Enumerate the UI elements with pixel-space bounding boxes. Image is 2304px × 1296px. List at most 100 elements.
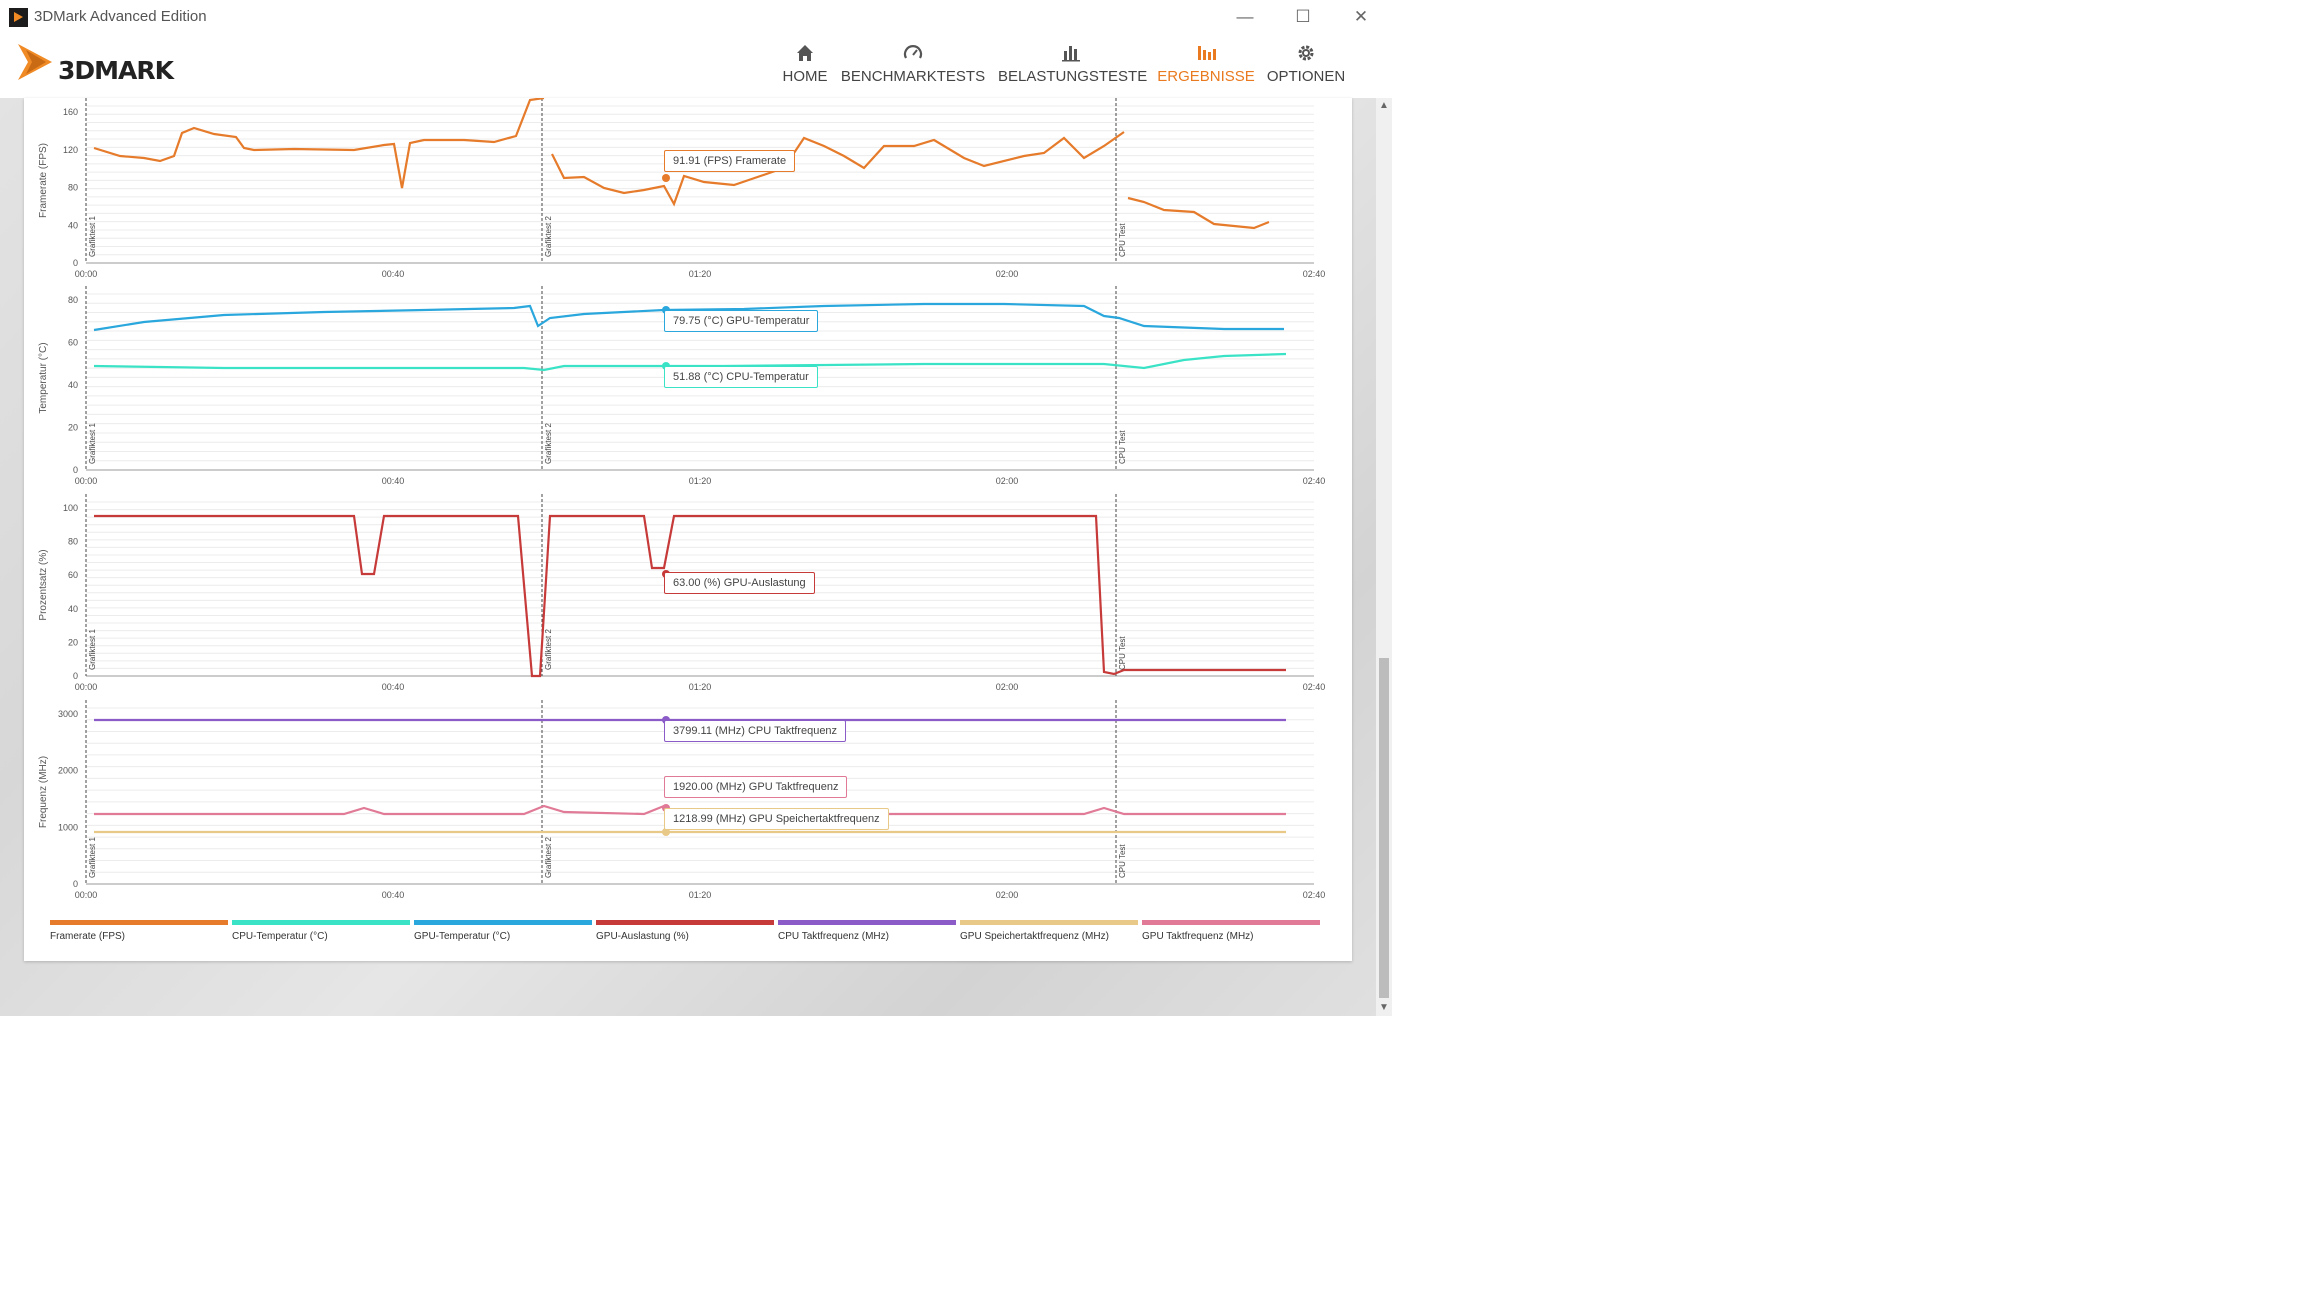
tooltip-cpu-temperature: 51.88 (°C) CPU-Temperatur xyxy=(664,366,818,388)
y-axis-label: Frequenz (MHz) xyxy=(38,756,49,828)
x-tick-label: 02:40 xyxy=(1303,890,1326,900)
legend-gpu-clock[interactable]: GPU Taktfrequenz (MHz) xyxy=(1142,920,1320,944)
series-gpu-load xyxy=(94,514,1286,678)
home-icon xyxy=(797,45,813,61)
y-tick-label: 40 xyxy=(68,380,78,390)
y-tick-label: 1000 xyxy=(58,822,78,832)
test-marker-label: Grafiktest 2 xyxy=(544,629,553,670)
x-tick-label: 00:00 xyxy=(75,476,98,486)
app-icon xyxy=(9,8,28,27)
y-tick-label: 60 xyxy=(68,338,78,348)
tooltip-gpu-temperature: 79.75 (°C) GPU-Temperatur xyxy=(664,310,819,332)
y-tick-label: 0 xyxy=(73,671,78,681)
y-tick-label: 20 xyxy=(68,637,78,647)
test-marker-label: CPU Test xyxy=(1118,844,1127,878)
y-tick-label: 120 xyxy=(63,145,78,155)
x-tick-label: 02:00 xyxy=(996,269,1019,279)
logo-text: 3DMARK xyxy=(58,56,174,85)
nav-ergebnisse[interactable]: ERGEBNISSE xyxy=(1156,40,1256,92)
series-framerate xyxy=(93,96,545,189)
y-tick-label: 20 xyxy=(68,423,78,433)
y-axis-label: Framerate (FPS) xyxy=(38,143,49,218)
nav-belastungsteste[interactable]: BELASTUNGSTESTE xyxy=(998,40,1148,92)
x-tick-label: 00:00 xyxy=(75,890,98,900)
y-axis-label: Prozentsatz (%) xyxy=(38,549,49,620)
y-tick-label: 2000 xyxy=(58,766,78,776)
x-tick-label: 00:40 xyxy=(382,476,405,486)
y-tick-label: 0 xyxy=(73,879,78,889)
legend-gpu-memory-clock[interactable]: GPU Speichertaktfrequenz (MHz) xyxy=(960,920,1138,944)
close-button[interactable]: ✕ xyxy=(1353,7,1369,26)
series-framerate-3 xyxy=(1127,196,1270,230)
results-content: 0 40 80 120 160 00:00 00:40 01:20 02:00 02:40 Fram… xyxy=(0,96,1392,1016)
results-chart-icon xyxy=(1198,46,1216,60)
logo[interactable]: 3DMARK xyxy=(16,40,226,88)
legend-cpu-temperature[interactable]: CPU-Temperatur (°C) xyxy=(232,920,410,944)
legend-gpu-temperature[interactable]: GPU-Temperatur (°C) xyxy=(414,920,592,944)
nav-home-label: HOME xyxy=(782,68,828,85)
hover-point xyxy=(662,174,670,182)
gear-icon xyxy=(1298,45,1314,61)
x-tick-label: 02:40 xyxy=(1303,269,1326,279)
test-marker-label: Grafiktest 1 xyxy=(88,216,97,257)
test-marker-label: Grafiktest 1 xyxy=(88,837,97,878)
bar-chart-icon xyxy=(1062,46,1080,62)
series-gpu-clock xyxy=(94,804,1286,816)
logo-icon xyxy=(18,44,52,80)
minimize-button[interactable]: — xyxy=(1236,7,1254,26)
x-tick-label: 01:20 xyxy=(689,682,712,692)
nav-benchmarktests[interactable]: BENCHMARKTESTS xyxy=(840,40,986,92)
nav-optionen[interactable]: OPTIONEN xyxy=(1262,40,1350,92)
tooltip-framerate: 91.91 (FPS) Framerate xyxy=(664,150,796,172)
legend-gpu-load[interactable]: GPU-Auslastung (%) xyxy=(596,920,774,944)
title-bar: 3DMark Advanced Edition — ☐ ✕ xyxy=(0,0,1392,34)
scroll-down-arrow[interactable]: ▼ xyxy=(1379,1002,1389,1013)
x-tick-label: 02:40 xyxy=(1303,682,1326,692)
nav-ergebnisse-label: ERGEBNISSE xyxy=(1157,68,1255,85)
y-tick-label: 40 xyxy=(68,220,78,230)
x-tick-label: 01:20 xyxy=(689,890,712,900)
legend-cpu-clock[interactable]: CPU Taktfrequenz (MHz) xyxy=(778,920,956,944)
test-marker-label: Grafiktest 1 xyxy=(88,629,97,670)
y-tick-label: 3000 xyxy=(58,709,78,719)
hover-point xyxy=(662,828,670,836)
app-window: 3DMark Advanced Edition — ☐ ✕ 3DMARK HOM… xyxy=(0,0,1392,1016)
scroll-up-arrow[interactable]: ▲ xyxy=(1379,100,1389,111)
x-tick-label: 01:20 xyxy=(689,476,712,486)
scrollbar[interactable]: ▲ ▼ xyxy=(1376,98,1392,1016)
x-tick-label: 00:00 xyxy=(75,682,98,692)
y-tick-label: 160 xyxy=(63,107,78,117)
scroll-thumb[interactable] xyxy=(1379,658,1389,998)
y-axis-label: Temperatur (°C) xyxy=(38,342,49,413)
test-marker-label: Grafiktest 1 xyxy=(88,423,97,464)
monitoring-panel: 0 40 80 120 160 00:00 00:40 01:20 02:00 02:40 Fram… xyxy=(24,96,1352,961)
chart-frequency: 0 1000 2000 3000 00:00 00:40 01:20 02:00 02:40 Fr… xyxy=(38,700,1325,900)
test-marker-label: Grafiktest 2 xyxy=(544,423,553,464)
x-tick-label: 00:40 xyxy=(382,682,405,692)
x-tick-label: 02:00 xyxy=(996,682,1019,692)
legend-framerate[interactable]: Framerate (FPS) xyxy=(50,920,228,944)
x-tick-label: 00:00 xyxy=(75,269,98,279)
tooltip-gpu-clock: 1920.00 (MHz) GPU Taktfrequenz xyxy=(664,776,848,798)
y-tick-label: 100 xyxy=(63,503,78,513)
y-tick-label: 80 xyxy=(68,183,78,193)
test-marker-label: CPU Test xyxy=(1118,636,1127,670)
tooltip-gpu-memory-clock: 1218.99 (MHz) GPU Speichertaktfrequenz xyxy=(664,808,889,830)
chart-temperature: 0 20 40 60 80 00:00 00:40 01:20 02:00 02:40 Temper… xyxy=(38,286,1325,486)
y-tick-label: 80 xyxy=(68,537,78,547)
test-marker-label: CPU Test xyxy=(1118,430,1127,464)
window-title: 3DMark Advanced Edition xyxy=(34,8,207,25)
x-tick-label: 02:00 xyxy=(996,476,1019,486)
nav-home[interactable]: HOME xyxy=(770,40,840,92)
y-tick-label: 80 xyxy=(68,295,78,305)
gauge-icon xyxy=(903,45,923,59)
x-tick-label: 00:40 xyxy=(382,890,405,900)
x-tick-label: 00:40 xyxy=(382,269,405,279)
tooltip-gpu-load: 63.00 (%) GPU-Auslastung xyxy=(664,572,815,594)
x-tick-label: 01:20 xyxy=(689,269,712,279)
nav-belastungsteste-label: BELASTUNGSTESTE xyxy=(998,68,1148,85)
test-marker-label: Grafiktest 2 xyxy=(544,837,553,878)
nav-benchmarktests-label: BENCHMARKTESTS xyxy=(840,68,986,85)
maximize-button[interactable]: ☐ xyxy=(1295,7,1311,26)
series-framerate-2 xyxy=(551,131,1125,207)
